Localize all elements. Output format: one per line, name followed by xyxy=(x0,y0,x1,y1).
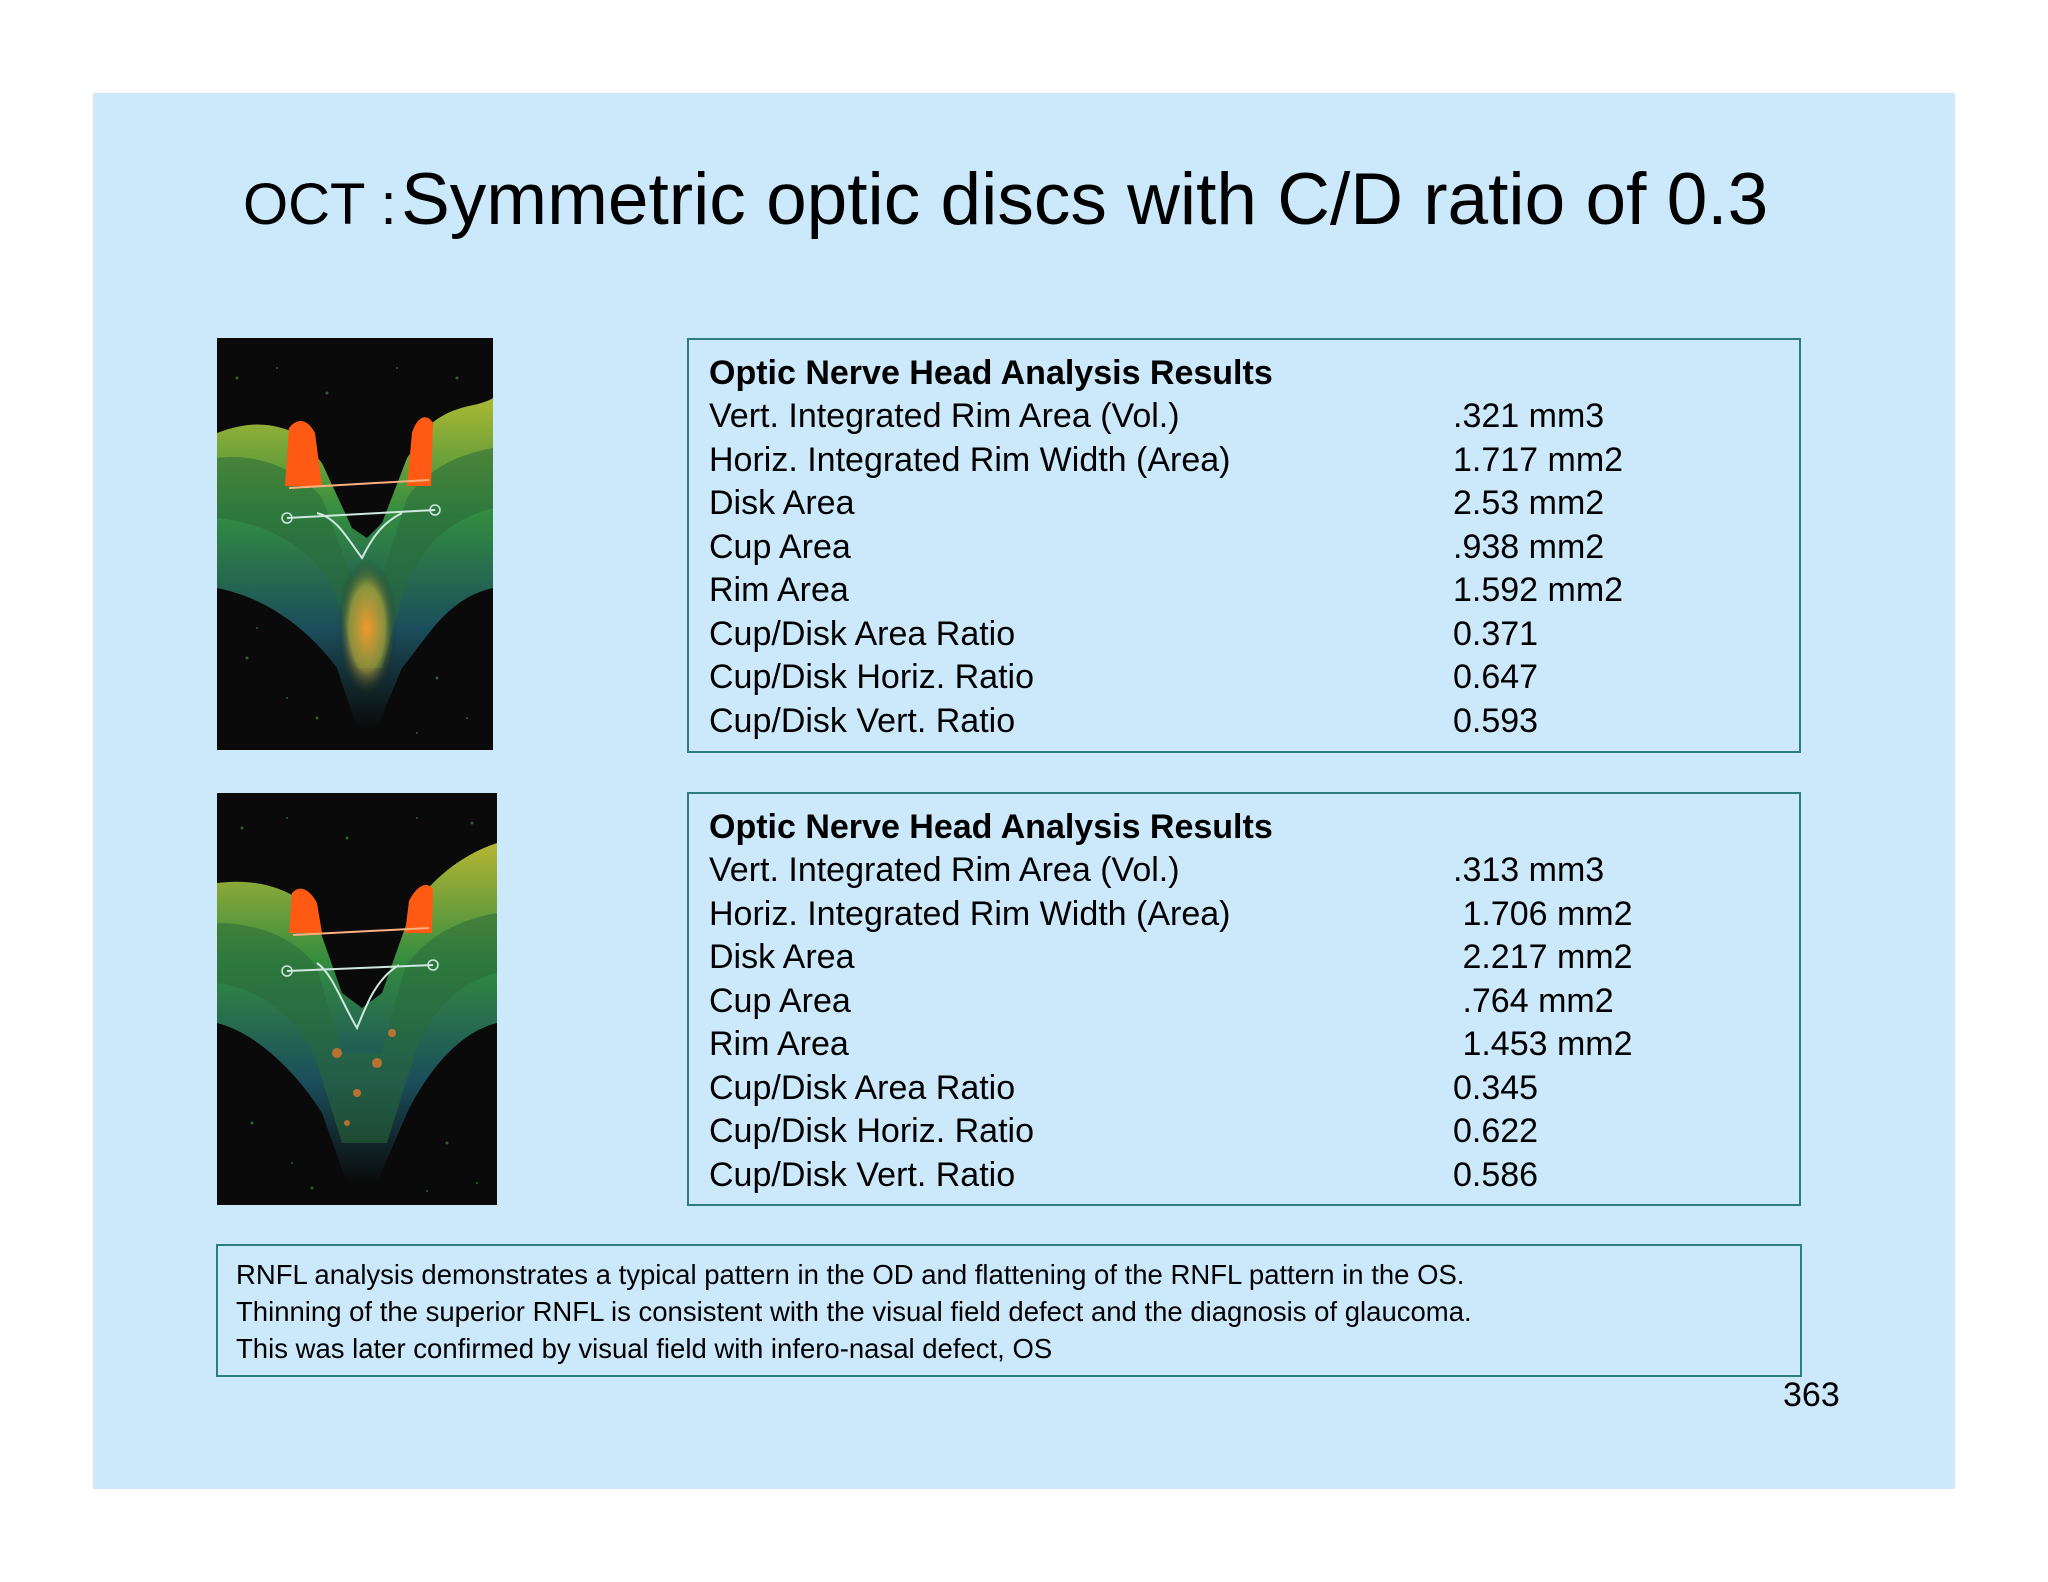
results-heading: Optic Nerve Head Analysis Results xyxy=(709,808,1273,846)
result-row: Cup/Disk Horiz. Ratio 0.647 xyxy=(709,656,1779,700)
result-value: .313 mm3 xyxy=(1453,851,1605,889)
result-label: Cup/Disk Horiz. Ratio xyxy=(709,658,1034,696)
result-label: Cup/Disk Area Ratio xyxy=(709,614,1016,653)
result-row: Rim Area 1.592 mm2 xyxy=(709,569,1779,613)
result-label: Cup Area xyxy=(709,527,851,566)
result-label: Vert. Integrated Rim Area (Vol.) xyxy=(709,397,1180,435)
slide: OCT : Symmetric optic discs with C/D rat… xyxy=(93,93,1955,1489)
result-value: 0.586 xyxy=(1453,1155,1539,1194)
result-row: Vert. Integrated Rim Area (Vol.) .313 mm… xyxy=(709,849,1779,893)
result-row: Rim Area 1.453 mm2 xyxy=(709,1023,1779,1067)
result-label: Cup/Disk Area Ratio xyxy=(709,1068,1016,1107)
result-value: 1.453 mm2 xyxy=(1453,1025,1633,1063)
result-row: Vert. Integrated Rim Area (Vol.) .321 mm… xyxy=(709,395,1779,439)
result-value: 1.592 mm2 xyxy=(1453,571,1624,609)
result-row: Disk Area 2.53 mm2 xyxy=(709,482,1779,526)
result-row: Horiz. Integrated Rim Width (Area) 1.706… xyxy=(709,893,1779,937)
summary-line: This was later confirmed by visual field… xyxy=(236,1333,1053,1364)
result-label: Cup/Disk Horiz. Ratio xyxy=(709,1112,1034,1150)
result-value: 0.647 xyxy=(1453,658,1539,696)
result-value: 0.593 xyxy=(1453,701,1539,740)
result-row: Horiz. Integrated Rim Width (Area) 1.717… xyxy=(709,439,1779,483)
oct-scan-od-graphic xyxy=(217,338,493,750)
result-label: Cup Area xyxy=(709,981,851,1020)
title-prefix: OCT : xyxy=(243,172,397,237)
result-value: .321 mm3 xyxy=(1453,397,1605,435)
result-value: 1.717 mm2 xyxy=(1453,440,1624,479)
result-row: Cup Area .764 mm2 xyxy=(709,980,1779,1024)
result-row: Cup/Disk Area Ratio 0.345 xyxy=(709,1067,1779,1111)
oct-scan-os-graphic xyxy=(217,793,497,1205)
result-label: Cup/Disk Vert. Ratio xyxy=(709,701,1016,740)
result-row: Cup/Disk Vert. Ratio 0.593 xyxy=(709,700,1779,744)
result-row: Cup/Disk Area Ratio 0.371 xyxy=(709,613,1779,657)
result-label: Disk Area xyxy=(709,484,855,522)
result-label: Vert. Integrated Rim Area (Vol.) xyxy=(709,851,1180,889)
oct-image-od xyxy=(217,338,493,750)
results-box-os: Optic Nerve Head Analysis Results Vert. … xyxy=(687,792,1801,1206)
result-label: Rim Area xyxy=(709,571,849,609)
result-row: Cup Area .938 mm2 xyxy=(709,526,1779,570)
page-number: 363 xyxy=(1783,1376,1840,1414)
result-value: 2.53 mm2 xyxy=(1453,484,1605,522)
result-value: 0.622 xyxy=(1453,1112,1539,1150)
summary-box: RNFL analysis demonstrates a typical pat… xyxy=(216,1244,1802,1377)
results-box-od: Optic Nerve Head Analysis Results Vert. … xyxy=(687,338,1801,753)
page-title: OCT : Symmetric optic discs with C/D rat… xyxy=(243,163,1843,236)
result-label: Cup/Disk Vert. Ratio xyxy=(709,1155,1016,1194)
result-label: Disk Area xyxy=(709,938,855,976)
result-value: 0.371 xyxy=(1453,614,1539,653)
result-label: Horiz. Integrated Rim Width (Area) xyxy=(709,894,1231,933)
result-row: Cup/Disk Vert. Ratio 0.586 xyxy=(709,1154,1779,1198)
oct-image-os xyxy=(217,793,497,1205)
result-value: 0.345 xyxy=(1453,1068,1539,1107)
result-value: 2.217 mm2 xyxy=(1453,938,1633,976)
result-label: Rim Area xyxy=(709,1025,849,1063)
result-value: .764 mm2 xyxy=(1453,981,1614,1020)
result-label: Horiz. Integrated Rim Width (Area) xyxy=(709,440,1231,479)
result-value: 1.706 mm2 xyxy=(1453,894,1633,933)
title-main: Symmetric optic discs with C/D ratio of … xyxy=(401,159,1769,240)
summary-line: Thinning of the superior RNFL is consist… xyxy=(236,1296,1472,1327)
results-heading: Optic Nerve Head Analysis Results xyxy=(709,354,1273,392)
summary-line: RNFL analysis demonstrates a typical pat… xyxy=(236,1259,1465,1290)
result-value: .938 mm2 xyxy=(1453,527,1605,566)
result-row: Disk Area 2.217 mm2 xyxy=(709,936,1779,980)
result-row: Cup/Disk Horiz. Ratio 0.622 xyxy=(709,1110,1779,1154)
